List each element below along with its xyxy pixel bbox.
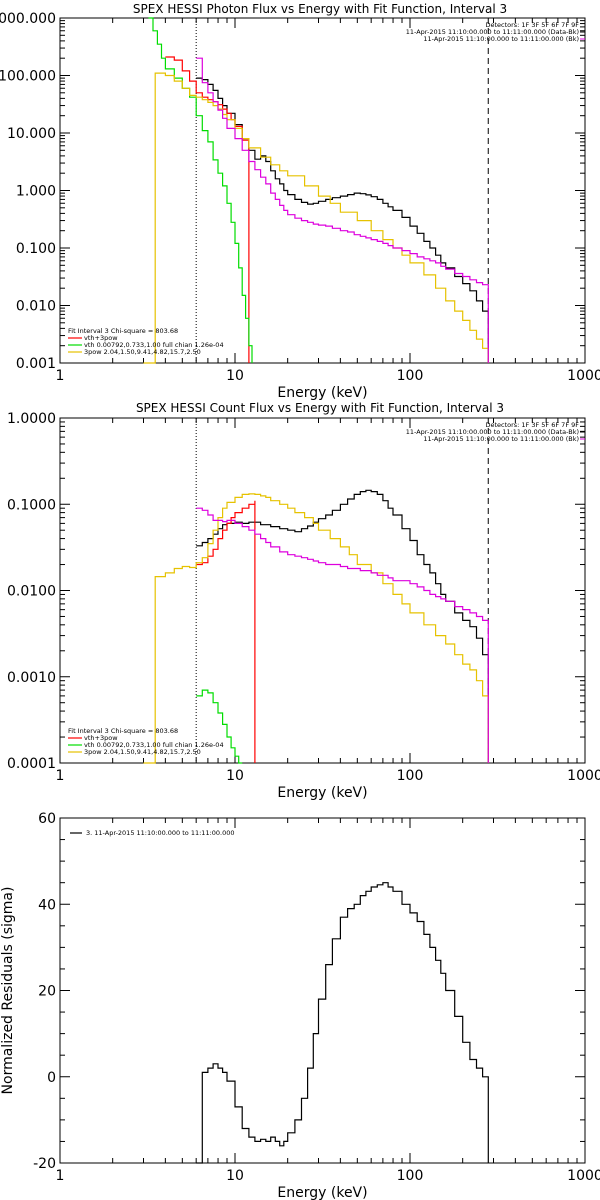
series-red — [165, 56, 250, 363]
series-red — [196, 500, 256, 763]
y-tick-label: 0 — [47, 1070, 56, 1086]
plot-frame — [59, 817, 586, 1164]
y-tick-label: 60 — [38, 811, 56, 827]
x-tick-label: 100 — [397, 368, 424, 384]
y-tick-label: 100.000 — [0, 69, 56, 85]
y-tick-label: 0.001 — [16, 356, 56, 372]
x-tick-label: 1000 — [567, 768, 600, 784]
series-yellow — [143, 72, 489, 364]
x-axis-label: Energy (keV) — [277, 785, 367, 801]
y-tick-label: 40 — [38, 897, 56, 913]
y-tick-label: 0.0010 — [7, 670, 56, 686]
series-black — [196, 882, 489, 1164]
legend-entry: vth+3pow — [84, 334, 118, 342]
chart-title: SPEX HESSI Photon Flux vs Energy with Fi… — [133, 2, 507, 16]
y-tick-label: 0.0001 — [7, 756, 56, 772]
header-text: Detectors: 1F 3F 5F 6F 7F 9F — [485, 21, 579, 29]
legend-entry: 3pow 2.04,1.50,9.41,4.82,15.7,2.50 — [84, 748, 201, 756]
header-text: 11-Apr-2015 11:10:00.000 to 11:11:00.000… — [406, 428, 579, 436]
x-tick-label: 1 — [56, 768, 65, 784]
legend-entry: 3pow 2.04,1.50,9.41,4.82,15.7,2.50 — [84, 348, 201, 356]
x-tick-label: 1000 — [567, 368, 600, 384]
header-text: Detectors: 1F 3F 5F 6F 7F 9F — [485, 421, 579, 429]
x-tick-label: 10 — [226, 768, 244, 784]
x-tick-label: 1 — [56, 368, 65, 384]
header-text: 11-Apr-2015 11:10:00.000 to 11:11:00.000… — [423, 435, 579, 443]
plot-frame — [59, 17, 586, 364]
series-green — [148, 17, 253, 363]
legend-title: Fit Interval 3 Chi-square = 803.68 — [68, 727, 178, 735]
residuals-panel: 1 10 100 1000 -20 0 20 40 60 Energy (keV) Normaliz… — [0, 811, 600, 1200]
y-tick-label: 1.000 — [16, 184, 56, 200]
y-tick-label: 1000.000 — [0, 11, 56, 27]
count-flux-panel: SPEX HESSI Count Flux vs Energy with Fit… — [7, 401, 600, 801]
series-magenta — [196, 507, 489, 763]
header-text: 11-Apr-2015 11:10:00.000 to 11:11:00.000… — [406, 28, 579, 36]
y-tick-label: 0.1000 — [7, 497, 56, 513]
y-tick-label: 20 — [38, 984, 56, 1000]
x-axis-label: Energy (keV) — [277, 1185, 367, 1200]
plot-frame — [59, 417, 586, 764]
x-tick-label: 100 — [397, 1168, 424, 1184]
x-tick-label: 100 — [397, 768, 424, 784]
y-tick-label: 1.0000 — [7, 411, 56, 427]
header-text: 11-Apr-2015 11:10:00.000 to 11:11:00.000… — [423, 35, 579, 43]
x-axis-label: Energy (keV) — [277, 385, 367, 401]
series-magenta — [196, 57, 489, 363]
legend-entry: 3. 11-Apr-2015 11:10:00.000 to 11:11:00.… — [86, 829, 235, 837]
legend-entry: vth+3pow — [84, 734, 118, 742]
legend-title: Fit Interval 3 Chi-square = 803.68 — [68, 327, 178, 335]
series-green — [196, 689, 243, 764]
series-black — [196, 77, 489, 363]
series-black — [196, 489, 489, 763]
y-tick-label: 0.0100 — [7, 584, 56, 600]
series-yellow — [143, 493, 489, 764]
y-tick-label: 10.000 — [7, 126, 56, 142]
y-tick-label: 0.100 — [16, 241, 56, 257]
x-tick-label: 1000 — [567, 1168, 600, 1184]
y-tick-label: 0.010 — [16, 299, 56, 315]
x-tick-label: 1 — [56, 1168, 65, 1184]
legend-entry: vth 0.00792,0.733,1.00 full chian 1.26e-… — [84, 741, 224, 749]
photon-flux-panel: SPEX HESSI Photon Flux vs Energy with Fi… — [0, 2, 600, 401]
y-tick-label: -20 — [33, 1156, 56, 1172]
x-tick-label: 10 — [226, 368, 244, 384]
chart-title: SPEX HESSI Count Flux vs Energy with Fit… — [136, 401, 504, 415]
x-tick-label: 10 — [226, 1168, 244, 1184]
legend-entry: vth 0.00792,0.733,1.00 full chian 1.26e-… — [84, 341, 224, 349]
y-axis-label: Normalized Residuals (sigma) — [0, 887, 16, 1095]
